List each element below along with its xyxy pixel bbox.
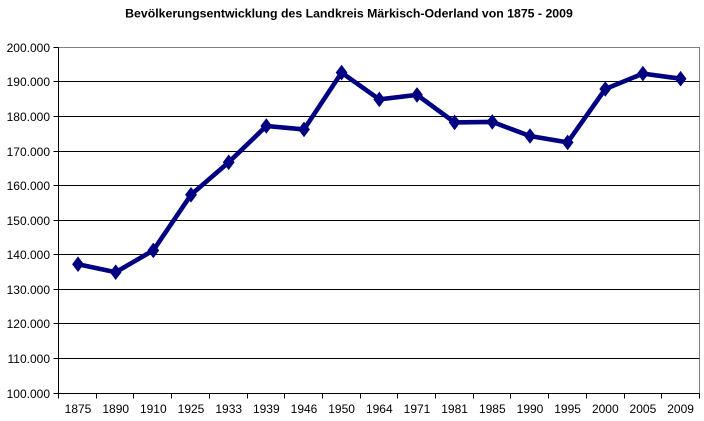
svg-text:190.000: 190.000 (7, 75, 51, 89)
svg-text:2009: 2009 (667, 402, 694, 416)
svg-text:1995: 1995 (554, 402, 581, 416)
svg-text:100.000: 100.000 (7, 387, 51, 401)
svg-text:1910: 1910 (140, 402, 167, 416)
svg-text:1875: 1875 (65, 402, 92, 416)
svg-text:110.000: 110.000 (8, 352, 51, 366)
svg-text:150.000: 150.000 (7, 214, 51, 228)
svg-text:1890: 1890 (102, 402, 129, 416)
svg-text:160.000: 160.000 (7, 179, 51, 193)
svg-text:120.000: 120.000 (7, 317, 51, 331)
svg-text:180.000: 180.000 (7, 110, 51, 124)
svg-text:140.000: 140.000 (7, 248, 51, 262)
svg-text:1990: 1990 (517, 402, 544, 416)
svg-text:170.000: 170.000 (7, 145, 51, 159)
svg-text:1971: 1971 (404, 402, 431, 416)
svg-text:2005: 2005 (630, 402, 657, 416)
svg-text:1933: 1933 (215, 402, 242, 416)
svg-text:200.000: 200.000 (7, 41, 51, 55)
svg-text:1950: 1950 (328, 402, 355, 416)
svg-text:1946: 1946 (291, 402, 318, 416)
svg-text:1964: 1964 (366, 402, 393, 416)
svg-text:Bevölkerungsentwicklung des La: Bevölkerungsentwicklung des Landkreis Mä… (125, 6, 573, 20)
svg-text:1981: 1981 (441, 402, 468, 416)
svg-text:1925: 1925 (178, 402, 205, 416)
svg-text:1939: 1939 (253, 402, 280, 416)
svg-text:1985: 1985 (479, 402, 506, 416)
svg-text:130.000: 130.000 (7, 283, 51, 297)
svg-text:2000: 2000 (592, 402, 619, 416)
